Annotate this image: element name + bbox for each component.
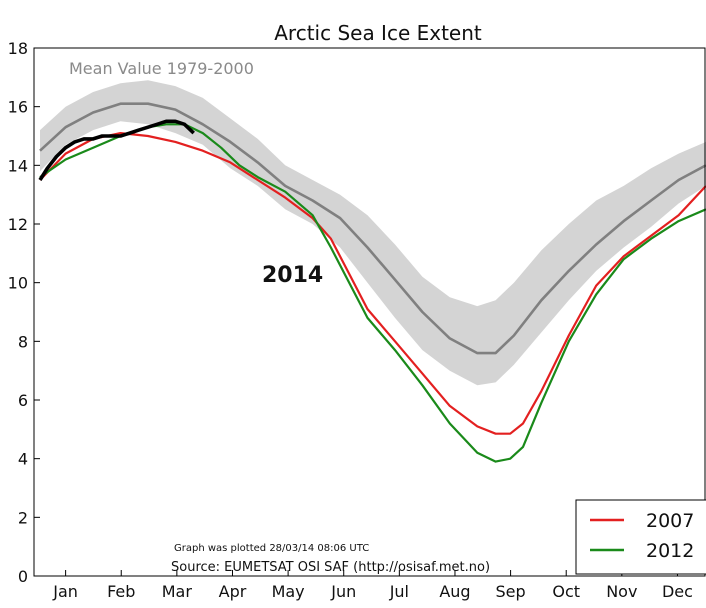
y-tick-label: 16 (8, 98, 28, 117)
x-tick-label: Jan (52, 582, 78, 601)
x-tick-label: Apr (219, 582, 247, 601)
chart-title: Arctic Sea Ice Extent (274, 21, 482, 45)
x-tick-label: Aug (439, 582, 470, 601)
x-tick-label: Dec (662, 582, 693, 601)
x-tick-label: Mar (162, 582, 193, 601)
legend-box (575, 499, 706, 575)
x-tick-label: Jun (330, 582, 356, 601)
source-note: Source: EUMETSAT OSI SAF (http://osisaf.… (171, 560, 490, 575)
y-tick-label: 10 (8, 274, 28, 293)
plot-area: 0 2 4 6 8 10 12 14 16 18 Jan Feb Mar Apr May Jun Jul Aug S… (8, 39, 706, 601)
x-tick-label: Oct (552, 582, 580, 601)
y-tick-label: 14 (8, 156, 28, 175)
y-tick-label: 4 (18, 450, 28, 469)
y-tick-label: 8 (18, 332, 28, 351)
series-line-mean (39, 102, 706, 355)
x-tick-label: Sep (496, 582, 526, 601)
legend-label-2012: 2012 (646, 540, 694, 562)
year-label: 2014 (262, 263, 323, 288)
mean-value-label: Mean Value 1979-2000 (69, 59, 254, 78)
x-tick-label: May (272, 582, 305, 601)
y-tick-label: 12 (8, 215, 28, 234)
y-tick-label: 18 (8, 39, 28, 58)
series-line-2007 (39, 132, 706, 435)
x-tick-label: Nov (606, 582, 637, 601)
series-line-current (38, 119, 195, 181)
legend-label-2007: 2007 (646, 510, 694, 532)
y-tick-label: 0 (18, 567, 28, 586)
y-tick-label: 2 (18, 508, 28, 527)
y-tick-label: 6 (18, 391, 28, 410)
plot-frame (33, 47, 706, 577)
series-line-2012 (39, 123, 706, 463)
x-tick-label: Feb (107, 582, 135, 601)
plotted-note: Graph was plotted 28/03/14 08:06 UTC (174, 543, 369, 554)
range-band (40, 80, 706, 386)
x-tick-label: Jul (389, 582, 409, 601)
